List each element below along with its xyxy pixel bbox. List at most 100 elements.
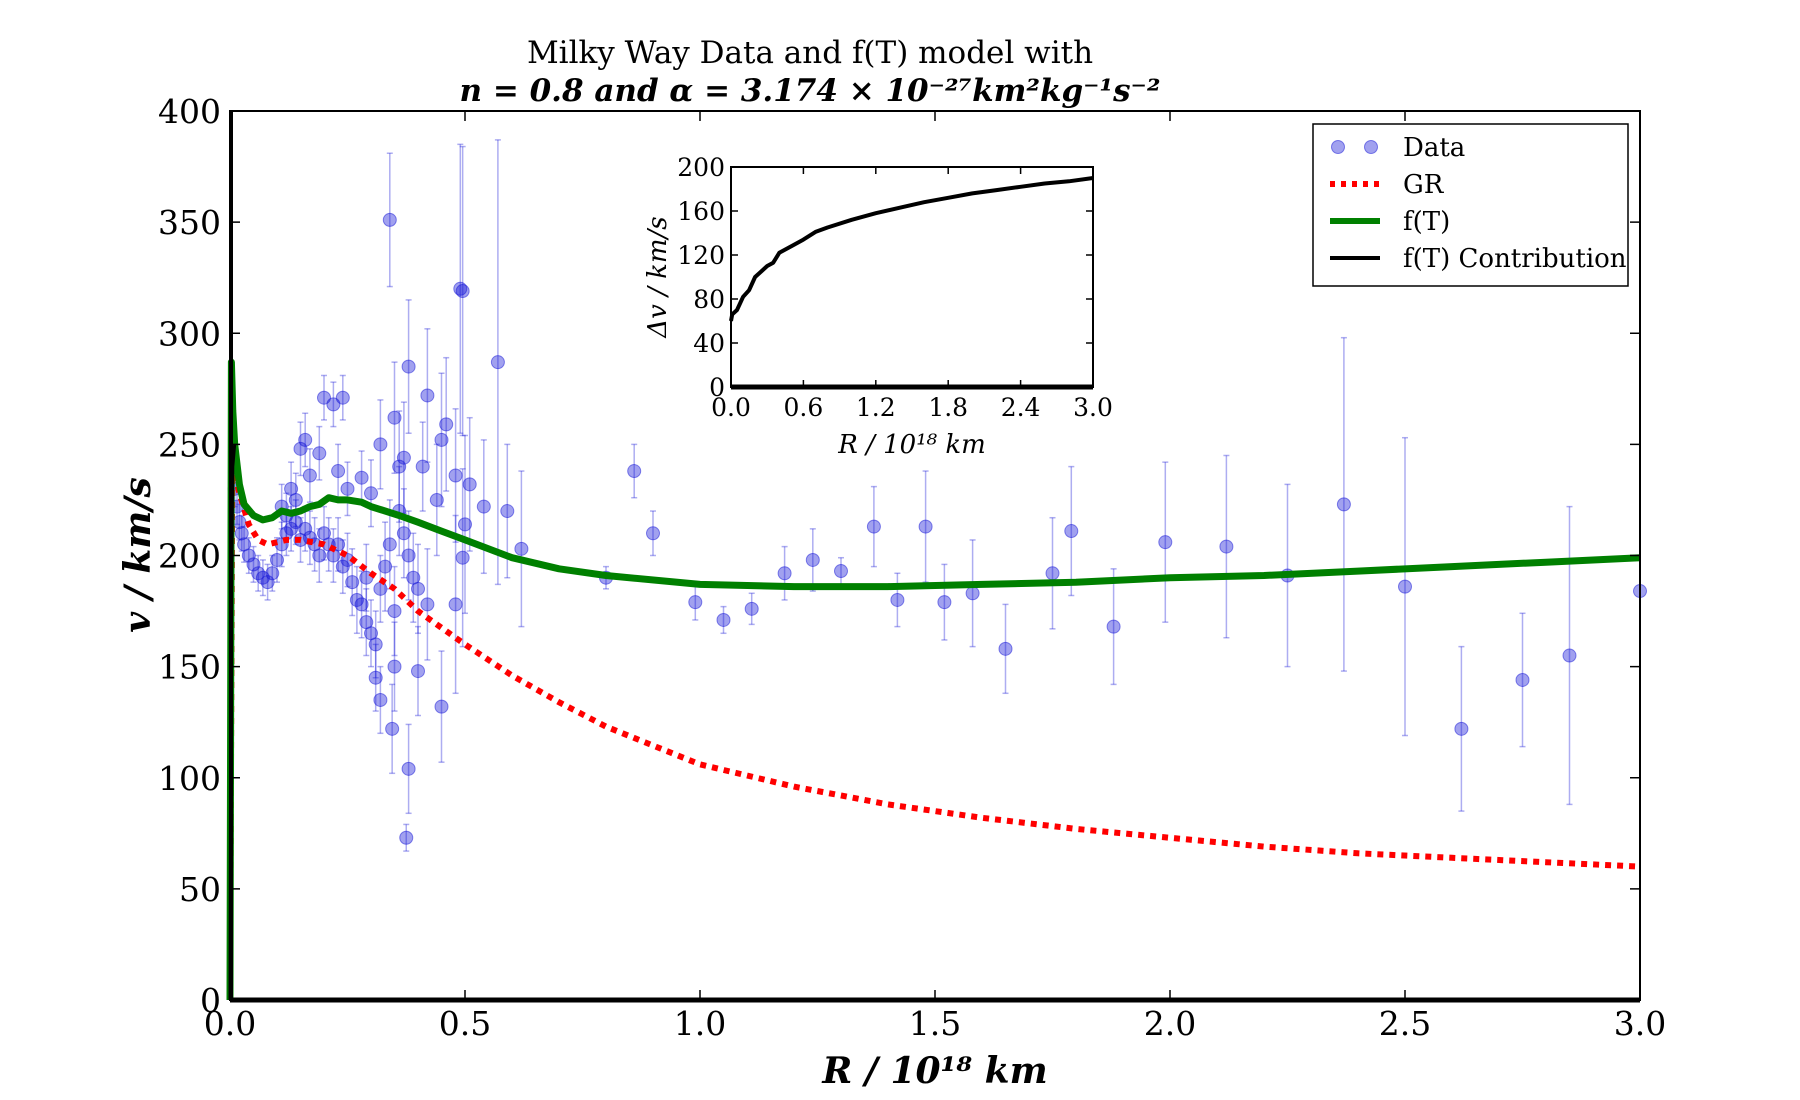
data-point xyxy=(455,550,470,565)
data-point xyxy=(396,450,411,465)
inset-y-tick-label: 120 xyxy=(677,241,725,270)
data-point xyxy=(270,552,284,567)
data-point xyxy=(411,664,425,679)
data-point xyxy=(354,597,369,612)
data-point xyxy=(401,359,416,374)
legend-label-contribution: f(T) Contribution xyxy=(1403,244,1627,274)
data-point xyxy=(335,390,350,405)
y-tick-label: 400 xyxy=(158,92,221,131)
y-tick-label: 250 xyxy=(158,425,221,464)
data-point xyxy=(937,595,952,610)
x-tick-label: 1.0 xyxy=(674,1004,726,1043)
data-point xyxy=(392,459,407,474)
inset-x-tick-label: 3.0 xyxy=(1073,393,1113,422)
data-point xyxy=(312,548,327,563)
data-point xyxy=(448,597,463,612)
y-tick-label: 350 xyxy=(158,203,221,242)
data-point xyxy=(396,526,411,541)
main-plot: 0.0 0.5 1.0 1.5 2.0 2.5 3.0 0 50 100 150 200 250 300 3… xyxy=(117,92,1666,1092)
data-point xyxy=(378,559,393,574)
data-point xyxy=(458,517,472,532)
data-point xyxy=(688,595,703,610)
data-point xyxy=(1398,579,1412,594)
data-point xyxy=(1158,535,1173,550)
data-point xyxy=(260,575,275,590)
data-point xyxy=(744,601,759,616)
data-point xyxy=(434,432,449,447)
inset-y-tick-label: 80 xyxy=(693,285,725,314)
data-point xyxy=(420,388,435,403)
data-point xyxy=(514,541,529,556)
x-tick-label: 1.5 xyxy=(909,1004,961,1043)
data-point xyxy=(1336,497,1351,512)
data-point xyxy=(1562,648,1577,663)
data-point xyxy=(373,437,388,452)
data-point xyxy=(834,564,848,579)
data-point xyxy=(387,410,402,425)
y-tick-label: 150 xyxy=(158,648,221,687)
data-point xyxy=(385,721,400,736)
data-point xyxy=(1454,721,1469,736)
data-point xyxy=(439,417,454,432)
data-point xyxy=(890,592,905,607)
y-tick-label: 0 xyxy=(200,981,221,1020)
data-point xyxy=(317,390,331,405)
legend-label-ft: f(T) xyxy=(1403,207,1450,237)
data-point xyxy=(387,604,402,619)
chart-title-group: Milky Way Data and f(T) model with n = 0… xyxy=(460,35,1161,109)
data-point xyxy=(490,355,505,370)
inset-x-tick-label: 2.4 xyxy=(1001,393,1041,422)
data-point xyxy=(646,526,660,541)
data-point xyxy=(326,397,341,412)
data-point xyxy=(399,830,414,845)
y-tick-label: 50 xyxy=(179,870,221,909)
data-point xyxy=(368,637,383,652)
data-point xyxy=(246,557,261,572)
data-point xyxy=(805,552,820,567)
chart-subtitle: n = 0.8 and α = 3.174 × 10⁻²⁷km²kg⁻¹s⁻² xyxy=(460,73,1161,109)
data-point xyxy=(368,670,383,685)
x-tick-label: 2.0 xyxy=(1144,1004,1196,1043)
data-point xyxy=(415,459,430,474)
y-tick-label: 100 xyxy=(158,759,221,798)
inset-y-axis-title: Δv / km/s xyxy=(643,216,673,338)
data-point xyxy=(382,212,397,227)
data-point xyxy=(298,432,313,447)
data-point xyxy=(241,548,256,563)
x-tick-label: 0.0 xyxy=(204,1004,256,1043)
inset-x-axis-title: R / 10¹⁸ km xyxy=(837,430,985,460)
data-point xyxy=(331,464,346,479)
data-point xyxy=(401,548,416,563)
data-point xyxy=(1106,619,1121,634)
data-point xyxy=(302,468,317,483)
data-point xyxy=(312,446,327,461)
data-point xyxy=(777,566,792,581)
data-point xyxy=(866,519,881,534)
data-point xyxy=(382,537,397,552)
data-point xyxy=(373,692,388,707)
data-point xyxy=(429,492,444,507)
data-point xyxy=(918,519,933,534)
inset-x-tick-label: 0.0 xyxy=(711,393,751,422)
legend-data-marker xyxy=(1331,140,1345,154)
data-point xyxy=(234,526,249,541)
data-point xyxy=(453,281,468,296)
data-point xyxy=(434,699,449,714)
data-point xyxy=(448,468,463,483)
data-point xyxy=(345,575,360,590)
inset-plot: 0.0 0.6 1.2 1.8 2.4 3.0 0 40 80 120 160 200 R / 10¹… xyxy=(643,153,1113,460)
data-point xyxy=(340,481,355,496)
inset-y-tick-label: 160 xyxy=(677,197,725,226)
data-point xyxy=(716,612,731,627)
inset-x-tick-label: 1.8 xyxy=(928,393,968,422)
inset-y-tick-label: 0 xyxy=(709,373,725,402)
data-point xyxy=(455,284,470,299)
legend-label-data: Data xyxy=(1403,133,1465,163)
data-point xyxy=(387,659,402,674)
data-point xyxy=(265,566,280,581)
legend: Data GR f(T) f(T) Contribution xyxy=(1312,123,1629,287)
y-tick-label: 200 xyxy=(158,537,221,576)
ft-curve xyxy=(226,358,1641,1001)
data-point xyxy=(354,470,369,485)
